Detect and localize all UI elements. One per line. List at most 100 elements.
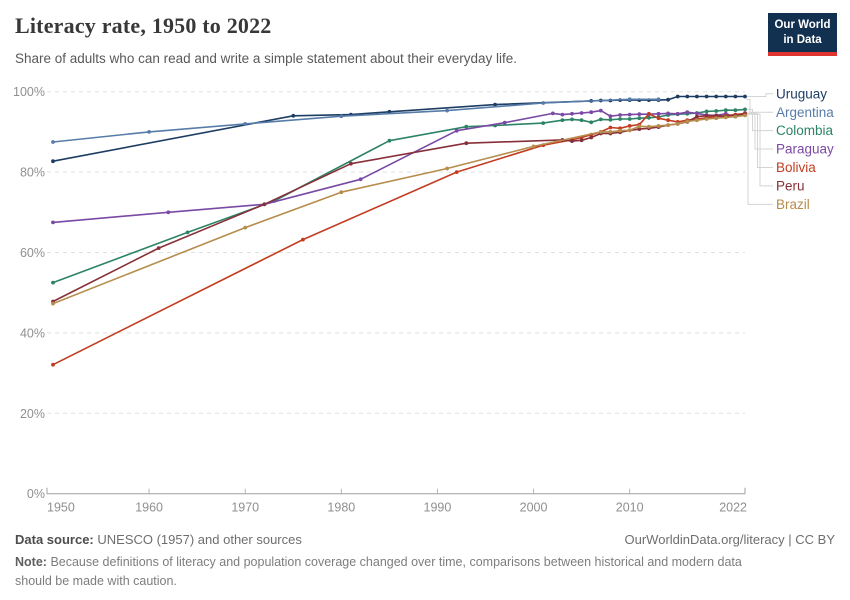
data-point[interactable] (675, 122, 680, 126)
data-point[interactable] (579, 138, 584, 143)
data-point[interactable] (339, 114, 344, 119)
legend-label-uruguay[interactable]: Uruguay (776, 86, 827, 101)
data-point[interactable] (550, 111, 555, 116)
series-brazil[interactable] (51, 113, 747, 306)
data-point[interactable] (570, 117, 574, 122)
data-point[interactable] (579, 111, 584, 115)
data-point[interactable] (579, 118, 584, 123)
data-point[interactable] (387, 138, 392, 143)
data-point[interactable] (589, 120, 594, 125)
data-point[interactable] (714, 113, 719, 118)
data-point[interactable] (493, 102, 497, 107)
data-point[interactable] (647, 111, 651, 116)
data-point[interactable] (704, 117, 709, 121)
data-point[interactable] (743, 107, 747, 112)
data-point[interactable] (627, 97, 632, 102)
data-point[interactable] (598, 130, 603, 134)
legend-label-bolivia[interactable]: Bolivia (776, 160, 816, 175)
data-point[interactable] (51, 159, 55, 164)
series-argentina[interactable] (51, 97, 661, 144)
data-point[interactable] (464, 141, 469, 146)
data-point[interactable] (608, 125, 613, 130)
data-point[interactable] (349, 161, 353, 166)
data-point[interactable] (704, 109, 709, 114)
data-point[interactable] (464, 124, 469, 129)
data-point[interactable] (656, 111, 661, 116)
data-point[interactable] (51, 301, 55, 306)
data-point[interactable] (714, 116, 719, 121)
data-point[interactable] (723, 94, 728, 99)
data-point[interactable] (675, 94, 680, 99)
series-line-brazil[interactable] (52, 114, 746, 305)
legend-label-paraguay[interactable]: Paraguay (776, 142, 834, 157)
data-point[interactable] (301, 237, 305, 242)
data-point[interactable] (695, 111, 699, 116)
data-point[interactable] (704, 94, 709, 99)
series-line-argentina[interactable] (52, 98, 659, 143)
data-point[interactable] (627, 128, 632, 133)
data-point[interactable] (358, 177, 363, 182)
data-point[interactable] (714, 94, 719, 99)
data-point[interactable] (647, 124, 651, 129)
data-point[interactable] (618, 113, 622, 117)
data-point[interactable] (560, 118, 565, 123)
data-point[interactable] (723, 115, 728, 120)
data-point[interactable] (589, 110, 594, 115)
data-point[interactable] (51, 280, 55, 285)
data-point[interactable] (743, 94, 747, 99)
data-point[interactable] (666, 118, 670, 123)
data-point[interactable] (714, 109, 719, 113)
data-point[interactable] (339, 190, 344, 195)
data-point[interactable] (637, 116, 642, 121)
data-point[interactable] (598, 117, 603, 122)
data-point[interactable] (51, 220, 55, 225)
data-point[interactable] (608, 117, 613, 122)
legend-label-peru[interactable]: Peru (776, 179, 805, 194)
data-point[interactable] (166, 210, 171, 215)
data-point[interactable] (637, 112, 642, 117)
data-point[interactable] (695, 114, 699, 119)
data-point[interactable] (291, 113, 296, 118)
data-point[interactable] (454, 128, 459, 133)
data-point[interactable] (598, 108, 603, 113)
data-point[interactable] (743, 113, 747, 118)
data-point[interactable] (685, 94, 690, 99)
data-point[interactable] (445, 108, 449, 113)
data-point[interactable] (51, 362, 55, 367)
series-bolivia[interactable] (51, 111, 747, 367)
data-point[interactable] (704, 113, 709, 118)
series-colombia[interactable] (51, 107, 747, 285)
data-point[interactable] (685, 119, 690, 124)
series-line-bolivia[interactable] (52, 112, 746, 366)
data-point[interactable] (185, 230, 190, 235)
series-peru[interactable] (51, 112, 747, 304)
data-point[interactable] (733, 114, 738, 119)
data-point[interactable] (445, 166, 449, 171)
data-point[interactable] (695, 94, 699, 99)
data-point[interactable] (570, 139, 574, 144)
series-line-paraguay[interactable] (52, 109, 746, 224)
data-point[interactable] (647, 115, 651, 120)
data-point[interactable] (51, 140, 55, 144)
data-point[interactable] (695, 118, 699, 123)
data-point[interactable] (147, 130, 152, 134)
data-point[interactable] (656, 124, 661, 128)
data-point[interactable] (570, 111, 574, 116)
data-point[interactable] (685, 110, 690, 115)
data-point[interactable] (656, 97, 661, 102)
data-point[interactable] (589, 135, 594, 140)
source-link[interactable]: OurWorldinData.org/literacy | CC BY (624, 532, 835, 547)
owid-logo[interactable]: Our World in Data (768, 13, 837, 56)
data-point[interactable] (637, 124, 642, 129)
data-point[interactable] (531, 144, 536, 149)
data-point[interactable] (156, 246, 161, 251)
data-point[interactable] (243, 225, 248, 230)
data-point[interactable] (656, 116, 661, 121)
series-line-colombia[interactable] (52, 108, 746, 284)
data-point[interactable] (502, 120, 507, 125)
legend-label-argentina[interactable]: Argentina (776, 105, 834, 120)
legend-label-brazil[interactable]: Brazil (776, 197, 810, 212)
data-point[interactable] (733, 108, 738, 113)
data-point[interactable] (618, 128, 622, 133)
data-point[interactable] (627, 117, 632, 121)
